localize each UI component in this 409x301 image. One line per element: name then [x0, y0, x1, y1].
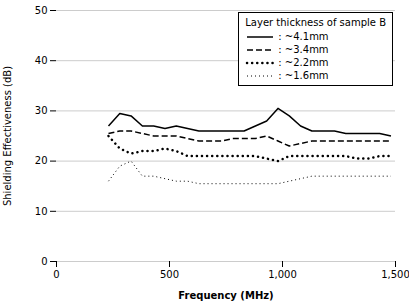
svg-text:500: 500 — [160, 269, 179, 280]
svg-text:0: 0 — [41, 256, 47, 267]
svg-text:40: 40 — [35, 55, 48, 66]
svg-text:1,000: 1,000 — [268, 269, 297, 280]
html-text:: ~1.6mm: : ~1.6mm — [278, 70, 329, 81]
html-text:: ~4.1mm: : ~4.1mm — [278, 31, 329, 42]
svg-text:30: 30 — [35, 105, 48, 116]
html-text:: ~3.4mm: : ~3.4mm — [278, 44, 329, 55]
svg-text:50: 50 — [35, 5, 48, 16]
svg-text:20: 20 — [35, 155, 48, 166]
svg-text:Shielding Effectiveness (dB): Shielding Effectiveness (dB) — [2, 66, 13, 206]
html-text:Layer thickness of sample B: Layer thickness of sample B — [245, 17, 386, 28]
svg-text:0: 0 — [53, 269, 59, 280]
html-text:: ~2.2mm: : ~2.2mm — [278, 57, 329, 68]
svg-text:Frequency (MHz): Frequency (MHz) — [178, 290, 273, 301]
svg-text:10: 10 — [35, 206, 48, 217]
svg-text:1,500: 1,500 — [381, 269, 409, 280]
